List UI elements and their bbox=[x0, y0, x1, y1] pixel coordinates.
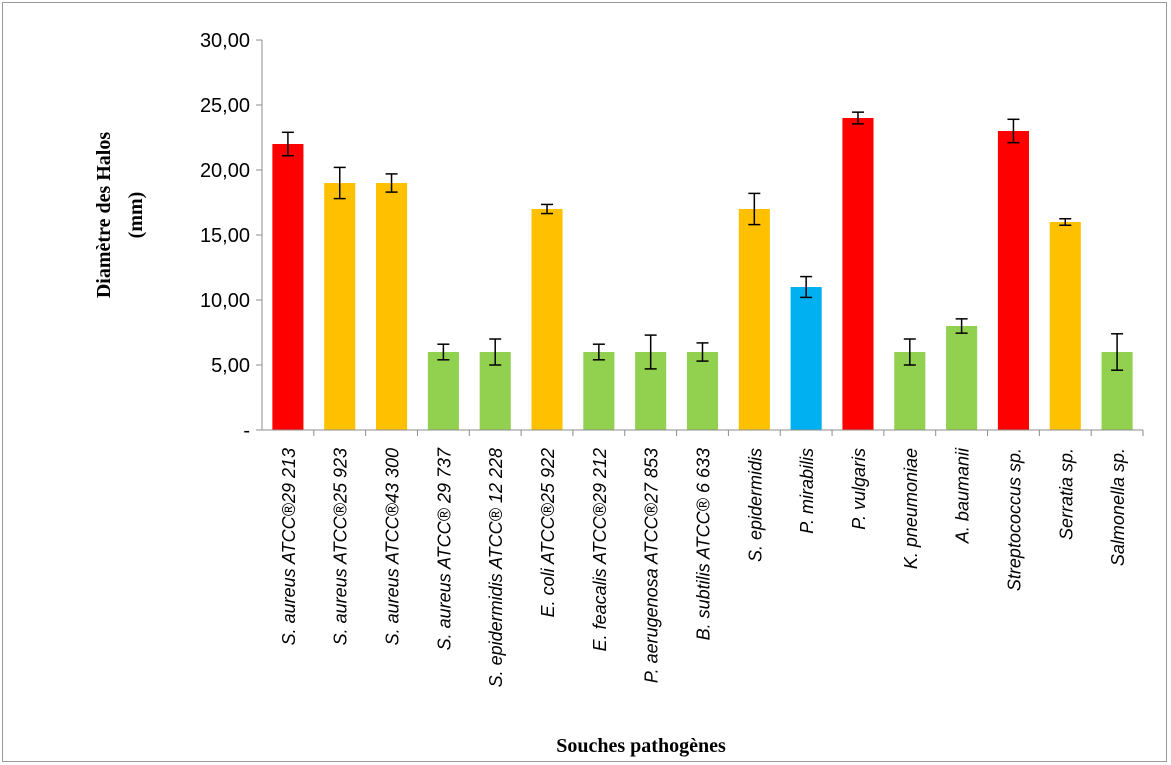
bar bbox=[427, 352, 459, 430]
error-bar bbox=[592, 343, 605, 361]
error-bar bbox=[800, 275, 813, 299]
error-bar bbox=[1111, 333, 1124, 371]
x-category-label: P. aerugenosa ATCC®27 853 bbox=[642, 448, 662, 683]
y-tick-label: 25,00 bbox=[200, 95, 250, 117]
x-category-label: Serratia sp. bbox=[1056, 448, 1076, 540]
x-category-label: S. epidermidis ATCC® 12 228 bbox=[486, 448, 506, 687]
bars bbox=[272, 118, 1133, 430]
bar bbox=[531, 209, 563, 430]
x-category-label: B. subtilis ATCC® 6 633 bbox=[694, 448, 714, 640]
y-axis-title-line: Diamètre des Halos bbox=[93, 132, 115, 298]
error-bar bbox=[281, 131, 294, 157]
error-bar bbox=[1007, 118, 1020, 144]
y-axis-title-line: (mm) bbox=[125, 192, 147, 239]
bar bbox=[376, 183, 408, 430]
error-bar bbox=[903, 338, 916, 366]
y-tick-label: 10,00 bbox=[200, 290, 250, 312]
bar bbox=[997, 131, 1029, 430]
y-tick-label: 5,00 bbox=[211, 355, 250, 377]
error-bar bbox=[541, 203, 554, 215]
error-bar bbox=[437, 343, 450, 361]
x-category-label: E. feacalis ATCC®29 212 bbox=[590, 448, 610, 651]
x-axis-title: Souches pathogènes bbox=[556, 735, 726, 757]
x-category-label: P. mirabilis bbox=[797, 448, 817, 534]
bar bbox=[842, 118, 874, 430]
error-bar bbox=[748, 192, 761, 226]
x-category-label: E. coli ATCC®25 922 bbox=[538, 448, 558, 617]
y-tick-label: 20,00 bbox=[200, 160, 250, 182]
x-axis-category-labels: S. aureus ATCC®29 213 S. aureus ATCC®25 9… bbox=[279, 430, 1144, 687]
bar bbox=[738, 209, 770, 430]
error-bar bbox=[696, 342, 709, 362]
error-bar bbox=[955, 318, 968, 334]
y-tick-label: - bbox=[243, 420, 250, 442]
error-bar bbox=[489, 338, 502, 366]
x-category-label: S. aureus ATCC®43 300 bbox=[383, 448, 403, 645]
error-bar bbox=[851, 111, 864, 125]
error-bar bbox=[1059, 218, 1072, 226]
x-category-label: Salmonella sp. bbox=[1108, 448, 1128, 566]
y-tick-label: 15,00 bbox=[200, 225, 250, 247]
bar bbox=[324, 183, 356, 430]
y-tick-label: 30,00 bbox=[200, 30, 250, 52]
bar bbox=[272, 144, 304, 430]
error-bar bbox=[644, 334, 657, 370]
x-category-label: Streptococcus sp. bbox=[1004, 448, 1024, 591]
x-category-label: P. vulgaris bbox=[849, 448, 869, 530]
error-bar bbox=[385, 173, 398, 193]
bar bbox=[1049, 222, 1081, 430]
x-category-label: K. pneumoniae bbox=[901, 448, 921, 569]
error-bars bbox=[281, 111, 1124, 371]
y-axis-title: Diamètre des Halos (mm) bbox=[93, 132, 147, 298]
x-category-label: S. epidermidis bbox=[745, 448, 765, 562]
bar bbox=[583, 352, 615, 430]
x-category-label: A. baumanii bbox=[953, 447, 973, 544]
x-category-label: S. aureus ATCC®29 213 bbox=[279, 448, 299, 645]
bar bbox=[686, 352, 719, 430]
x-category-label: S. aureus ATCC® 29 737 bbox=[434, 447, 454, 650]
bar bbox=[790, 287, 822, 430]
x-category-label: S. aureus ATCC®25 923 bbox=[331, 448, 351, 645]
error-bar bbox=[333, 166, 346, 200]
bar bbox=[946, 326, 978, 430]
y-axis-ticks: - 5,00 10,00 15,00 20,00 25,00 30,00 bbox=[200, 30, 262, 442]
